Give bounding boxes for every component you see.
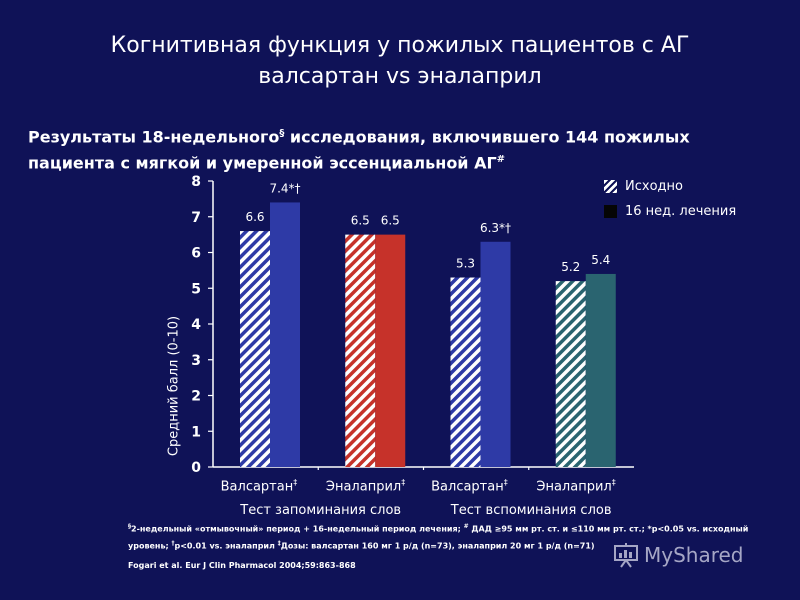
legend-swatch-hatched <box>604 180 617 193</box>
legend-item-treatment: 16 нед. лечения <box>604 199 736 224</box>
data-label-treatment: 6.3*† <box>480 221 511 235</box>
y-tick-label: 5 <box>191 281 201 297</box>
bar-treatment <box>480 241 511 467</box>
footnote-line-1: §2-недельный «отмывочный» период + 16-не… <box>128 520 768 537</box>
test-label-memorization: Тест запоминания слов <box>240 503 402 518</box>
group-label-sup: ‡ <box>611 478 616 487</box>
study-description: Результаты 18-недельного§ исследования, … <box>28 122 748 175</box>
study-description-part2: исследования, включившего 144 пожилых па… <box>28 127 690 173</box>
group-label: Валсартан‡ <box>221 478 298 494</box>
data-label-treatment: 7.4*† <box>269 181 300 195</box>
footnote-sup: # <box>463 523 469 530</box>
y-axis-label-text: Средний балл (0-10) <box>166 315 182 457</box>
study-description-part1: Результаты 18-недельного <box>28 127 280 147</box>
bar-baseline <box>345 234 376 467</box>
legend: Исходно 16 нед. лечения <box>604 174 736 224</box>
footnote-text: Дозы: валсартан 160 мг 1 р/д (n=73), эна… <box>280 541 595 551</box>
slide-title: Когнитивная функция у пожилых пациентов … <box>0 30 800 92</box>
study-description-sup2: # <box>496 154 506 166</box>
test-label-recall: Тест вспоминания слов <box>450 503 612 518</box>
group-label: Эналаприл‡ <box>326 478 405 494</box>
bar-treatment <box>585 273 616 467</box>
group-label-text: Валсартан <box>431 479 504 495</box>
y-tick-label: 4 <box>191 317 201 333</box>
group-label-sup: ‡ <box>293 478 298 487</box>
bar-baseline <box>240 231 270 467</box>
legend-label-treatment: 16 нед. лечения <box>625 204 737 219</box>
group-label-sup: ‡ <box>401 478 406 487</box>
bar-baseline <box>450 277 481 467</box>
data-label-baseline: 5.3 <box>456 257 475 271</box>
footnote-sup: † <box>171 539 175 547</box>
group-label-text: Эналаприл <box>536 479 612 495</box>
footnote-sup: ‡ <box>277 539 281 547</box>
title-line-1: Когнитивная функция у пожилых пациентов … <box>110 33 690 58</box>
reference-citation: Fogari et al. Eur J Clin Pharmacol 2004;… <box>128 561 356 570</box>
title-line-2: валсартан vs эналаприл <box>258 64 542 89</box>
bar-baseline <box>555 281 586 467</box>
data-label-baseline: 5.2 <box>561 260 580 274</box>
footnote-line-2: уровень; †p<0.01 vs. эналаприл ‡Дозы: ва… <box>128 537 768 554</box>
presentation-board-icon <box>614 543 638 568</box>
legend-label-baseline: Исходно <box>625 179 683 194</box>
data-label-treatment: 5.4 <box>591 253 610 267</box>
group-label: Эналаприл‡ <box>536 478 615 494</box>
legend-item-baseline: Исходно <box>604 174 736 199</box>
footnote-sup: § <box>128 523 131 530</box>
footnote-text: уровень; <box>128 541 172 551</box>
legend-swatch-solid <box>604 205 617 218</box>
bar-treatment <box>375 234 406 467</box>
y-tick-label: 2 <box>191 389 201 405</box>
watermark: MyShared <box>612 541 744 569</box>
study-description-sup1: § <box>279 128 285 139</box>
watermark-text: MyShared <box>644 543 744 567</box>
data-label-baseline: 6.5 <box>351 214 370 228</box>
data-label-treatment: 6.5 <box>381 214 400 228</box>
y-tick-label: 1 <box>191 424 201 440</box>
y-tick-label: 6 <box>191 246 201 262</box>
bar-treatment <box>270 202 300 467</box>
y-tick-label: 0 <box>191 460 201 476</box>
footnote-text: 2-недельный «отмывочный» период + 16-нед… <box>131 524 464 534</box>
group-label-text: Валсартан <box>220 479 294 495</box>
footnote-text: p<0.01 vs. эналаприл <box>174 541 278 551</box>
y-tick-label: 7 <box>191 210 201 226</box>
footnote: §2-недельный «отмывочный» период + 16-не… <box>128 520 768 553</box>
group-label: Валсартан‡ <box>431 478 508 494</box>
group-label-text: Эналаприл <box>325 479 402 495</box>
y-tick-label: 8 <box>191 174 201 190</box>
group-label-sup: ‡ <box>503 478 508 487</box>
footnote-text: ДАД ≥95 мм рт. ст. и ≤110 мм рт. ст.; *p… <box>468 524 749 534</box>
data-label-baseline: 6.6 <box>245 210 264 224</box>
y-tick-label: 3 <box>191 353 201 369</box>
